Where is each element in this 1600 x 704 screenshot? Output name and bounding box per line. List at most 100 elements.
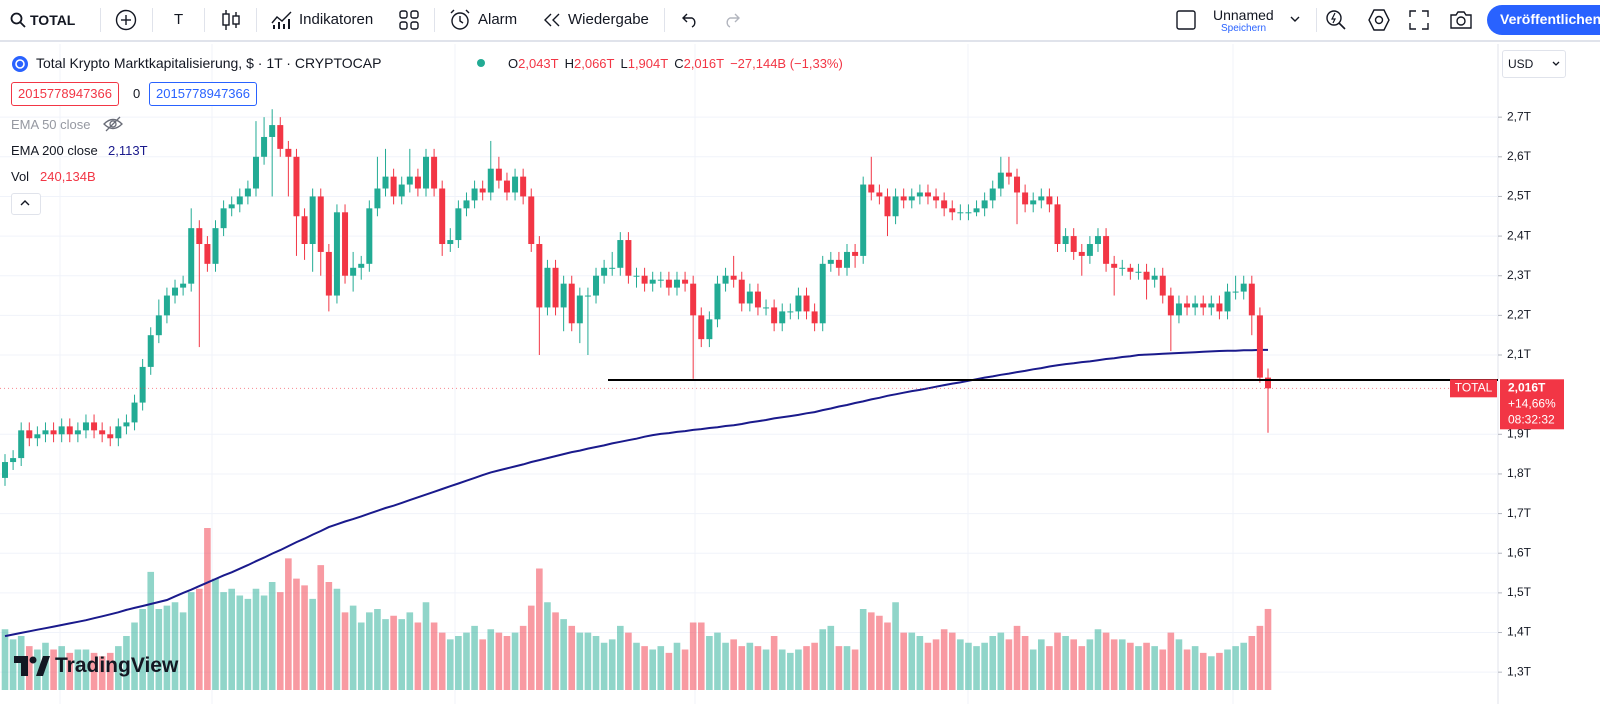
candle-body <box>1119 267 1126 269</box>
volume-bar <box>357 622 365 690</box>
candle-body <box>1054 204 1061 245</box>
candle-body <box>673 279 680 288</box>
replay-button[interactable]: Wiedergabe <box>568 11 649 28</box>
volume-bar <box>50 649 57 690</box>
volume-bar <box>374 609 381 690</box>
candle-body <box>503 180 510 193</box>
quick-search-icon[interactable] <box>1325 8 1347 32</box>
candle-body <box>382 176 389 189</box>
indicator-name[interactable]: EMA 200 close <box>11 143 98 158</box>
compare-icon[interactable] <box>115 9 137 31</box>
indicator-name[interactable]: EMA 50 close <box>11 117 91 132</box>
indicators-icon[interactable] <box>271 10 293 30</box>
volume-bar <box>859 609 867 690</box>
volume-bar <box>1175 639 1183 690</box>
y-tick-label: 2,1T <box>1507 347 1532 361</box>
currency-select[interactable] <box>1502 50 1566 78</box>
input-box[interactable]: 2015778947366 <box>11 82 119 106</box>
candle-body <box>18 430 25 459</box>
candle-body <box>714 283 721 320</box>
layout-dropdown[interactable] <box>1289 15 1301 25</box>
candle-body <box>981 200 988 209</box>
candle-body <box>949 208 956 213</box>
indicator-value: 240,134B <box>40 169 96 184</box>
templates-icon[interactable] <box>399 10 419 30</box>
replay-icon[interactable] <box>542 12 562 28</box>
volume-bar <box>1102 632 1110 690</box>
layout-checkbox[interactable] <box>1176 10 1196 30</box>
currency-label[interactable]: USD <box>1508 57 1534 71</box>
ohlc-value: 2,016T <box>683 56 725 71</box>
candle-body <box>1232 291 1239 293</box>
fullscreen-icon[interactable] <box>1409 10 1429 30</box>
redo-icon[interactable] <box>723 12 741 28</box>
volume-bar <box>738 646 746 690</box>
search-icon[interactable] <box>10 12 26 28</box>
indicator-name[interactable]: Vol <box>11 169 30 184</box>
alert-button[interactable]: Alarm <box>478 11 518 28</box>
publish-button[interactable] <box>1487 5 1600 35</box>
hidden-icon[interactable] <box>103 115 123 133</box>
volume-bar <box>293 578 300 690</box>
volume-bar <box>924 642 932 690</box>
volume-bar <box>722 642 729 690</box>
collapse-button[interactable] <box>11 193 41 215</box>
volume-bar <box>884 622 891 690</box>
settings-icon[interactable] <box>1367 8 1391 32</box>
candle-body <box>665 279 672 288</box>
volume-bar <box>115 646 122 690</box>
alert-icon[interactable] <box>449 9 471 31</box>
candle-body <box>973 208 980 213</box>
volume-bar <box>608 639 616 690</box>
symbol[interactable]: TOTAL <box>30 12 76 28</box>
candle-body <box>398 184 405 197</box>
volume-bar <box>139 609 146 690</box>
volume-bar <box>25 646 33 690</box>
candle-body <box>641 275 648 284</box>
volume-bar <box>390 615 397 690</box>
volume-bar <box>228 588 235 690</box>
snapshot-icon[interactable] <box>1449 9 1473 31</box>
ohlc-change: −27,144B (−1,33%) <box>730 56 843 71</box>
volume-bar <box>34 649 41 690</box>
candle-body <box>803 295 810 312</box>
indicator-value: 2,113T <box>108 143 148 158</box>
volume-bar <box>204 528 211 690</box>
interval[interactable]: T <box>174 11 184 28</box>
separator <box>664 8 665 32</box>
publish-label[interactable]: Veröffentlichen <box>1500 11 1600 27</box>
candle-body <box>868 184 875 193</box>
candle-body <box>487 168 494 193</box>
save-status[interactable]: Speichern <box>1221 23 1267 34</box>
volume-bar <box>341 612 349 690</box>
ohlc-key: O <box>508 56 519 71</box>
candle-body <box>657 279 664 281</box>
candle-body <box>844 251 850 268</box>
candle-body <box>860 184 867 256</box>
candle-body <box>1127 267 1134 272</box>
y-tick-label: 2,6T <box>1507 149 1532 163</box>
layout-name[interactable]: Unnamed <box>1213 7 1274 23</box>
input-box[interactable]: 2015778947366 <box>149 82 257 106</box>
indicators-button[interactable]: Indikatoren <box>299 11 374 28</box>
volume-bar <box>1216 652 1223 690</box>
candle-body <box>188 228 195 284</box>
candle-body <box>431 156 438 189</box>
volume-bar <box>568 625 576 690</box>
currency-dropdown[interactable] <box>1551 60 1561 68</box>
chart-type-icon[interactable] <box>221 9 241 31</box>
volume-bar <box>584 632 592 690</box>
volume-bar <box>697 622 705 690</box>
undo-icon[interactable] <box>681 12 699 28</box>
volume-bar <box>317 565 325 690</box>
candle-body <box>754 291 761 308</box>
volume-bar <box>58 646 65 690</box>
candle-body <box>172 287 179 296</box>
candle-body <box>835 259 842 268</box>
price-axis <box>1498 44 1600 704</box>
candle-body <box>1111 263 1118 268</box>
collapse-icon[interactable] <box>19 198 31 208</box>
candle-body <box>1175 303 1182 316</box>
ohlc-value: 2,066T <box>574 56 615 71</box>
candle-body <box>1200 303 1207 308</box>
